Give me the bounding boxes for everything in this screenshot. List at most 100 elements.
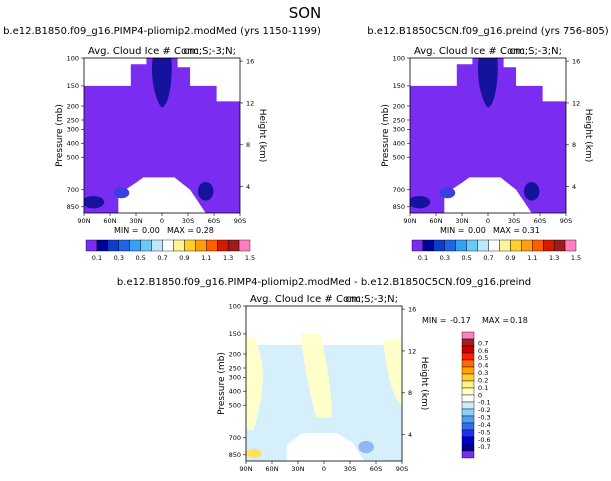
northern-maximum bbox=[410, 195, 431, 209]
y-tick-label: 250 bbox=[67, 116, 79, 124]
colorbar-label: 0.5 bbox=[461, 254, 471, 262]
colorbar-swatch bbox=[107, 239, 120, 252]
stat-max-label: MAX = bbox=[167, 226, 194, 235]
colorbar-label: 0.2 bbox=[478, 376, 488, 384]
height-tick-label: 4 bbox=[246, 183, 250, 191]
surface-mask bbox=[118, 177, 206, 213]
southern-maximum bbox=[523, 182, 540, 201]
panel-subtitle-left: Avg. Cloud Ice # Conc. bbox=[414, 46, 528, 57]
x-tick-label: 60S bbox=[208, 217, 220, 225]
y-tick-label: 400 bbox=[229, 388, 241, 396]
height-tick-label: 12 bbox=[408, 347, 416, 355]
y-tick-label: 100 bbox=[67, 54, 79, 62]
colorbar-swatch bbox=[238, 239, 251, 252]
colorbar-swatch bbox=[173, 239, 185, 252]
y-tick-label: 100 bbox=[393, 54, 405, 62]
colorbar-label: 1.1 bbox=[201, 254, 211, 262]
colorbar-swatch bbox=[118, 239, 130, 252]
colorbar-swatch bbox=[461, 422, 475, 431]
height-tick-label: 12 bbox=[572, 99, 580, 107]
y-tick-label: 150 bbox=[67, 82, 79, 90]
surface-mask bbox=[444, 177, 532, 213]
colorbar-label: 0.4 bbox=[478, 362, 488, 370]
colorbar-swatch bbox=[461, 352, 475, 361]
x-tick-label: 60N bbox=[429, 217, 442, 225]
colorbar-swatch bbox=[532, 239, 544, 252]
y-tick-label: 850 bbox=[67, 203, 79, 211]
colorbar-swatch bbox=[461, 380, 475, 389]
x-tick-label: 30S bbox=[182, 217, 194, 225]
colorbar-label: 0.6 bbox=[478, 347, 488, 355]
stat-min-value: -0.17 bbox=[450, 316, 471, 325]
y-axis-label: Pressure (mb) bbox=[217, 352, 227, 415]
panel-field bbox=[246, 306, 402, 461]
colorbar-label: -0.2 bbox=[478, 406, 491, 414]
y-axis-label: Pressure (mb) bbox=[55, 104, 65, 167]
height-tick-label: 16 bbox=[408, 305, 416, 313]
colorbar-label: -0.7 bbox=[478, 443, 491, 451]
colorbar-swatch bbox=[461, 415, 475, 424]
y-tick-label: 150 bbox=[229, 330, 241, 338]
y-tick-label: 200 bbox=[67, 102, 79, 110]
panel-title: b.e12.B1850.f09_g16.PIMP4-pliomip2.modMe… bbox=[3, 26, 321, 37]
height-tick-label: 12 bbox=[246, 99, 254, 107]
stat-max-value: 0.18 bbox=[510, 316, 528, 325]
colorbar-label: 0.7 bbox=[478, 339, 488, 347]
colorbar-swatch bbox=[444, 239, 456, 252]
y-tick-label: 150 bbox=[393, 82, 405, 90]
stat-min-value: 0.00 bbox=[142, 226, 160, 235]
southern-maximum bbox=[197, 182, 214, 201]
colorbar-swatch bbox=[461, 450, 475, 459]
colorbar-swatch bbox=[411, 239, 424, 252]
colorbar-label: 1.5 bbox=[571, 254, 581, 262]
height-tick-label: 4 bbox=[572, 183, 576, 191]
panel-subtitle-right: cm;S;-3;N; bbox=[345, 294, 398, 305]
colorbar-swatch bbox=[140, 239, 152, 252]
colorbar-label: 0.1 bbox=[418, 254, 428, 262]
x-tick-label: 90S bbox=[560, 217, 572, 225]
colorbar-swatch bbox=[543, 239, 555, 252]
y-tick-label: 850 bbox=[393, 203, 405, 211]
colorbar-label: 1.1 bbox=[527, 254, 537, 262]
colorbar-swatch bbox=[461, 345, 475, 354]
colorbar-swatch bbox=[461, 387, 475, 396]
colorbar-swatch bbox=[422, 239, 435, 252]
height-tick-label: 8 bbox=[408, 389, 412, 397]
colorbar-swatch bbox=[461, 373, 475, 382]
y-tick-label: 300 bbox=[393, 126, 405, 134]
colorbar-label: 0.1 bbox=[92, 254, 102, 262]
height-tick-label: 8 bbox=[246, 141, 250, 149]
colorbar-swatch bbox=[521, 239, 533, 252]
x-tick-label: 60S bbox=[370, 465, 382, 473]
stat-max-value: 0.31 bbox=[522, 226, 540, 235]
x-tick-label: 30N bbox=[129, 217, 142, 225]
diff-positive-south bbox=[383, 340, 402, 407]
colorbar-swatch bbox=[96, 239, 109, 252]
colorbar-label: -0.5 bbox=[478, 428, 491, 436]
tropical-ice-maximum bbox=[477, 58, 498, 108]
diff-positive-north bbox=[246, 337, 263, 430]
panel-3: b.e12.B1850.f09_g16.PIMP4-pliomip2.modMe… bbox=[117, 277, 531, 473]
x-tick-label: 0 bbox=[322, 465, 326, 473]
y-tick-label: 700 bbox=[393, 186, 405, 194]
height-axis-label: Height (km) bbox=[419, 357, 429, 411]
colorbar-label: 0.3 bbox=[440, 254, 450, 262]
surface-mask bbox=[286, 433, 365, 461]
y-tick-label: 250 bbox=[393, 116, 405, 124]
colorbar-swatch bbox=[227, 239, 240, 252]
colorbar-swatch bbox=[162, 239, 174, 252]
colorbar-label: 0.5 bbox=[478, 354, 488, 362]
stat-max-value: 0.28 bbox=[196, 226, 214, 235]
panel-1: b.e12.B1850.f09_g16.PIMP4-pliomip2.modMe… bbox=[3, 26, 321, 262]
colorbar-label: 0.3 bbox=[114, 254, 124, 262]
diff-cool-spot bbox=[358, 440, 374, 454]
colorbar-swatch bbox=[466, 239, 478, 252]
y-tick-label: 850 bbox=[229, 451, 241, 459]
x-tick-label: 0 bbox=[160, 217, 164, 225]
y-tick-label: 250 bbox=[229, 364, 241, 372]
colorbar-label: -0.4 bbox=[478, 421, 491, 429]
x-tick-label: 60N bbox=[265, 465, 278, 473]
northern-maximum bbox=[84, 195, 105, 209]
colorbar-swatch bbox=[499, 239, 511, 252]
